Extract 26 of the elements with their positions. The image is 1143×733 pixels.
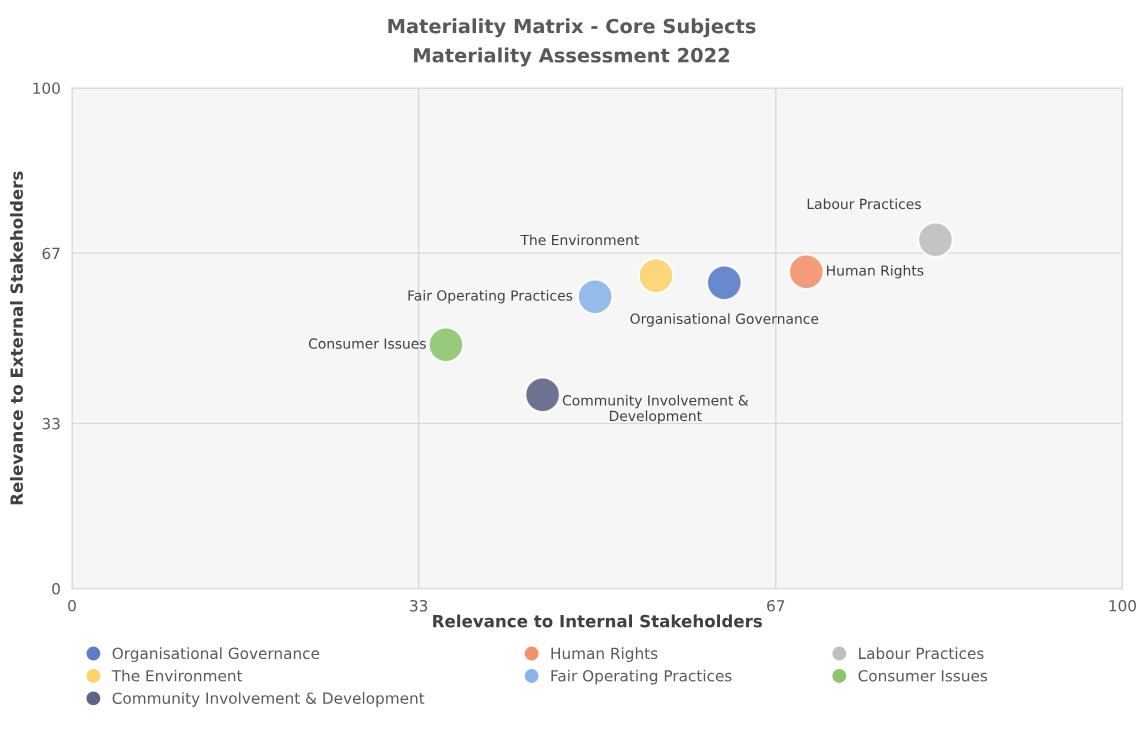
text: Fair Operating Practices (408, 290, 573, 304)
y-tick-label: 33 (42, 417, 60, 430)
x-tick-label: 100 (1109, 599, 1136, 612)
text: Organisational Governance (630, 313, 819, 327)
legend-label: The Environment (111, 669, 243, 682)
y-tick-label: 100 (33, 82, 60, 94)
y-tick-label: 67 (42, 247, 60, 260)
x-tick-label: 67 (767, 599, 785, 612)
legend-label: Organisational Governance (112, 647, 320, 663)
legend-label: Consumer Issues (858, 669, 988, 682)
x-tick-label: 0 (68, 599, 76, 612)
legend-label: Fair Operating Practices (551, 669, 732, 685)
text: Human Rights (827, 264, 924, 279)
text: Labour Practices (807, 198, 921, 210)
legend-label: Community Involvement & Development (112, 692, 425, 707)
legend-label: Labour Practices (859, 647, 984, 660)
chart-subtitle: Materiality Assessment 2022 (414, 47, 730, 67)
x-axis-title: Relevance to Internal Stakeholders (433, 614, 762, 628)
y-tick-label: 0 (52, 583, 60, 595)
text: Consumer Issues (308, 338, 426, 349)
text: The Environment (520, 234, 640, 246)
y-axis-title: Relevance to External Stakeholders (10, 171, 23, 505)
x-tick-label: 33 (410, 599, 428, 612)
text: Community Involvement & Development (562, 394, 749, 424)
chart-title: Materiality Matrix - Core Subjects (388, 18, 756, 38)
legend-label: Human Rights (551, 647, 658, 663)
